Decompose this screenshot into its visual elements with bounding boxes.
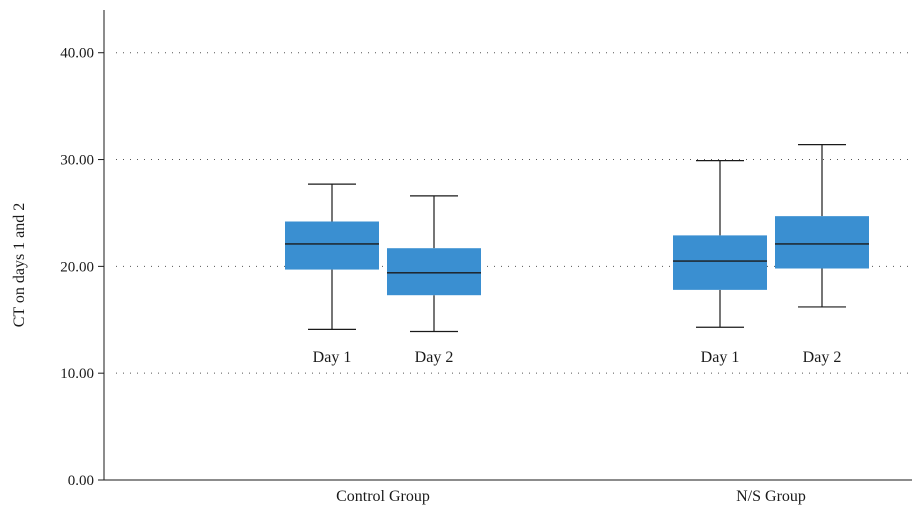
group-label: N/S Group: [736, 488, 806, 505]
box-label: Day 2: [803, 349, 842, 366]
y-axis-ticks: 0.00 10.00 20.00 30.00 40.00: [60, 46, 104, 489]
group-label: Control Group: [336, 488, 430, 505]
box-label: Day 1: [313, 349, 352, 366]
y-tick-label: 40.00: [60, 46, 94, 62]
y-tick-label: 20.00: [60, 259, 94, 275]
box-label: Day 1: [701, 349, 740, 366]
box-1-1: Day 1: [285, 183, 379, 366]
iqr-box: [775, 216, 869, 269]
grid-lines: [116, 52, 912, 374]
iqr-box: [673, 235, 767, 290]
iqr-box: [285, 221, 379, 270]
y-tick-label: 30.00: [60, 153, 94, 169]
y-tick-label: 0.00: [68, 473, 94, 489]
group-labels: Control Group N/S Group: [336, 488, 806, 505]
box-2-2: Day 2: [775, 143, 869, 366]
box-label: Day 2: [415, 349, 454, 366]
box-series: Day 1 Day 2 Day 1 Day 2: [285, 143, 869, 366]
y-axis-title: CT on days 1 and 2: [11, 203, 28, 328]
box-2-1: Day 1: [673, 160, 767, 366]
iqr-box: [387, 248, 481, 296]
box-1-2: Day 2: [387, 195, 481, 366]
y-tick-label: 10.00: [60, 366, 94, 382]
